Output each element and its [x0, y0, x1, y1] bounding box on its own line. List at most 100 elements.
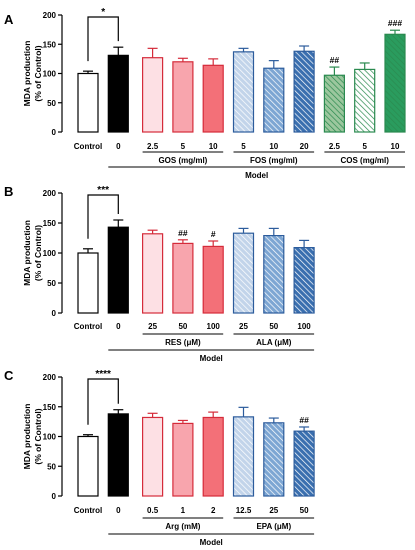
- y-tick-label: 50: [47, 462, 56, 471]
- x-tick-label: 2.5: [329, 142, 341, 151]
- y-axis-label-line1: MDA production: [22, 41, 32, 107]
- bar: [77, 72, 99, 133]
- comparison-label: ***: [97, 185, 109, 196]
- panel-letter: B: [4, 184, 13, 199]
- bar: [107, 413, 129, 497]
- x-tick-label: 100: [207, 322, 221, 331]
- y-tick-label: 50: [47, 99, 56, 108]
- group-label: RES (μM): [165, 338, 201, 347]
- x-tick-label: 10: [391, 142, 400, 151]
- bar: [172, 422, 194, 497]
- model-label: Model: [245, 171, 268, 180]
- x-tick-label: 10: [209, 142, 218, 151]
- bar: [172, 61, 194, 133]
- significance-label: ###: [388, 18, 402, 28]
- x-tick-label: 5: [241, 142, 246, 151]
- comparison-bracket: [87, 16, 119, 62]
- bar: [293, 430, 315, 497]
- significance-label: ##: [178, 228, 188, 238]
- y-tick-label: 100: [43, 70, 57, 79]
- x-tick-label: 5: [181, 142, 186, 151]
- x-tick-label: 25: [239, 322, 248, 331]
- y-axis-label-line2: (% of Control): [33, 408, 43, 464]
- y-tick-label: 0: [52, 309, 57, 318]
- comparison-bracket: [87, 194, 119, 239]
- bar: [232, 51, 255, 133]
- bar: [107, 226, 129, 314]
- model-label: Model: [200, 354, 223, 363]
- y-tick-label: 150: [43, 219, 57, 228]
- y-axis-label-line2: (% of Control): [33, 225, 43, 281]
- x-tick-label: 0.5: [147, 506, 159, 515]
- y-axis-label-line1: MDA production: [22, 220, 32, 286]
- y-tick-label: 0: [52, 492, 57, 501]
- y-tick-label: 0: [52, 128, 57, 137]
- comparison-label: ****: [95, 369, 111, 380]
- group-label: Arg (mM): [165, 522, 200, 531]
- bar: [384, 33, 406, 133]
- bar: [142, 233, 164, 314]
- x-tick-label: 5: [362, 142, 367, 151]
- panel-b: B MDA production (% of Control) 0 50 100 150 20…: [4, 184, 315, 363]
- group-label: COS (mg/ml): [340, 156, 389, 165]
- model-label: Model: [200, 538, 223, 547]
- y-tick-label: 50: [47, 279, 56, 288]
- significance-label: ##: [299, 415, 309, 425]
- panel-letter: C: [4, 368, 14, 383]
- bar: [202, 416, 224, 497]
- bar: [107, 54, 129, 133]
- significance-label: ##: [330, 55, 340, 65]
- x-tick-label: 100: [297, 322, 311, 331]
- x-tick-label: Control: [74, 506, 102, 515]
- bar: [263, 67, 285, 133]
- group-label: GOS (mg/ml): [158, 156, 207, 165]
- bar: [323, 74, 345, 133]
- bar: [77, 252, 99, 314]
- bar: [202, 245, 224, 314]
- x-tick-label: 0: [116, 506, 121, 515]
- bar: [77, 435, 99, 497]
- comparison-bracket: [87, 378, 119, 425]
- x-tick-label: 50: [300, 506, 309, 515]
- bar: [142, 416, 164, 497]
- bar: [263, 235, 285, 314]
- group-label: FOS (mg/ml): [250, 156, 298, 165]
- bar: [172, 242, 194, 314]
- x-tick-label: 0: [116, 142, 121, 151]
- y-tick-label: 100: [43, 433, 57, 442]
- group-label: EPA (μM): [256, 522, 291, 531]
- y-tick-label: 200: [43, 373, 57, 382]
- bar: [232, 232, 255, 314]
- significance-label: #: [211, 229, 216, 239]
- y-tick-label: 150: [43, 40, 57, 49]
- x-tick-label: 50: [178, 322, 187, 331]
- x-tick-label: 50: [269, 322, 278, 331]
- x-tick-label: 2.5: [147, 142, 159, 151]
- y-tick-label: 200: [43, 11, 57, 20]
- x-tick-label: 12.5: [236, 506, 252, 515]
- bar: [263, 422, 285, 497]
- bar: [142, 57, 164, 133]
- y-axis-label-line1: MDA production: [22, 404, 32, 470]
- x-tick-label: 25: [269, 506, 278, 515]
- comparison-label: *: [101, 7, 105, 18]
- bar: [354, 68, 376, 133]
- x-tick-label: 0: [116, 322, 121, 331]
- x-tick-label: Control: [74, 142, 102, 151]
- y-tick-label: 100: [43, 249, 57, 258]
- panel-letter: A: [4, 12, 14, 27]
- y-axis-label-line2: (% of Control): [33, 45, 43, 101]
- x-tick-label: 25: [148, 322, 157, 331]
- bar: [202, 64, 224, 133]
- y-tick-label: 200: [43, 189, 57, 198]
- x-tick-label: 20: [300, 142, 309, 151]
- x-tick-label: 1: [181, 506, 186, 515]
- x-tick-label: 10: [269, 142, 278, 151]
- group-label: ALA (μM): [256, 338, 292, 347]
- x-tick-label: 2: [211, 506, 216, 515]
- bar: [232, 416, 255, 497]
- bar: [293, 50, 315, 133]
